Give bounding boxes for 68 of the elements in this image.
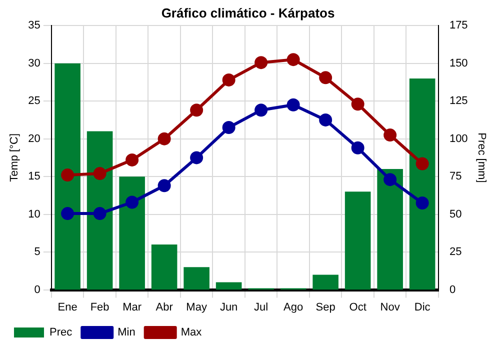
x-tick-label: Dic	[414, 301, 431, 314]
point	[158, 179, 171, 192]
y2-tick-label: 125	[449, 95, 468, 108]
point	[61, 168, 74, 182]
y2-tick-label: 100	[449, 132, 468, 145]
x-tick-label: Ene	[58, 301, 78, 314]
point	[158, 132, 171, 146]
point	[351, 98, 364, 111]
x-tick-label: Jun	[220, 301, 238, 314]
y2-tick-label: 50	[449, 208, 462, 220]
x-tick-label: Mar	[122, 301, 142, 314]
y-tick-label: 20	[28, 132, 40, 145]
point	[61, 207, 74, 220]
point	[93, 207, 106, 220]
x-tick-label: Jul	[254, 301, 268, 314]
bar	[184, 267, 210, 290]
point	[286, 53, 300, 66]
y-tick-label: 5	[34, 246, 40, 258]
point	[222, 73, 236, 86]
x-tick-label: Sep	[316, 301, 336, 314]
y2-tick-label: 150	[449, 57, 468, 70]
bar	[409, 78, 436, 290]
bar	[54, 63, 80, 290]
point	[416, 196, 429, 210]
x-tick-label: May	[186, 301, 208, 314]
bar	[119, 176, 145, 290]
point	[384, 173, 397, 186]
legend-label: Min	[118, 326, 136, 339]
y2-tick-label: 175	[449, 20, 468, 32]
bar	[312, 274, 338, 290]
y-tick-label: 10	[28, 208, 40, 220]
x-tick-label: Abr	[156, 301, 174, 314]
point	[254, 104, 268, 117]
y2-tick-label: 0	[449, 284, 456, 296]
point	[319, 71, 332, 84]
point	[384, 128, 397, 142]
legend-label: Max	[180, 326, 202, 339]
point	[126, 153, 139, 166]
y-tick-label: 15	[28, 170, 40, 183]
bar	[344, 192, 371, 290]
point	[190, 104, 204, 117]
y2-axis-title: Prec [mm]	[475, 132, 488, 183]
point	[190, 151, 204, 164]
y-axis-title: Temp [°C]	[8, 133, 21, 182]
y-tick-label: 0	[34, 284, 40, 296]
bar	[377, 169, 403, 290]
point	[93, 167, 106, 180]
point	[351, 141, 364, 154]
point	[126, 196, 139, 209]
y-tick-label: 35	[28, 20, 40, 32]
point	[286, 98, 300, 112]
x-tick-label: Feb	[90, 301, 110, 314]
x-tick-label: Ago	[284, 301, 304, 314]
y-tick-label: 25	[28, 95, 40, 108]
point	[254, 56, 268, 70]
bar	[216, 282, 242, 290]
chart-title: Gráfico climático - Kárpatos	[161, 5, 335, 20]
y2-tick-label: 75	[449, 170, 462, 183]
bar	[151, 244, 178, 290]
point	[416, 157, 429, 170]
y2-tick-label: 25	[449, 246, 462, 258]
bar	[86, 131, 113, 290]
x-tick-label: Oct	[349, 301, 366, 314]
point	[222, 121, 236, 134]
legend-label: Prec	[50, 326, 73, 339]
point	[319, 113, 332, 126]
x-tick-label: Nov	[380, 301, 400, 314]
y-tick-label: 30	[28, 57, 40, 70]
